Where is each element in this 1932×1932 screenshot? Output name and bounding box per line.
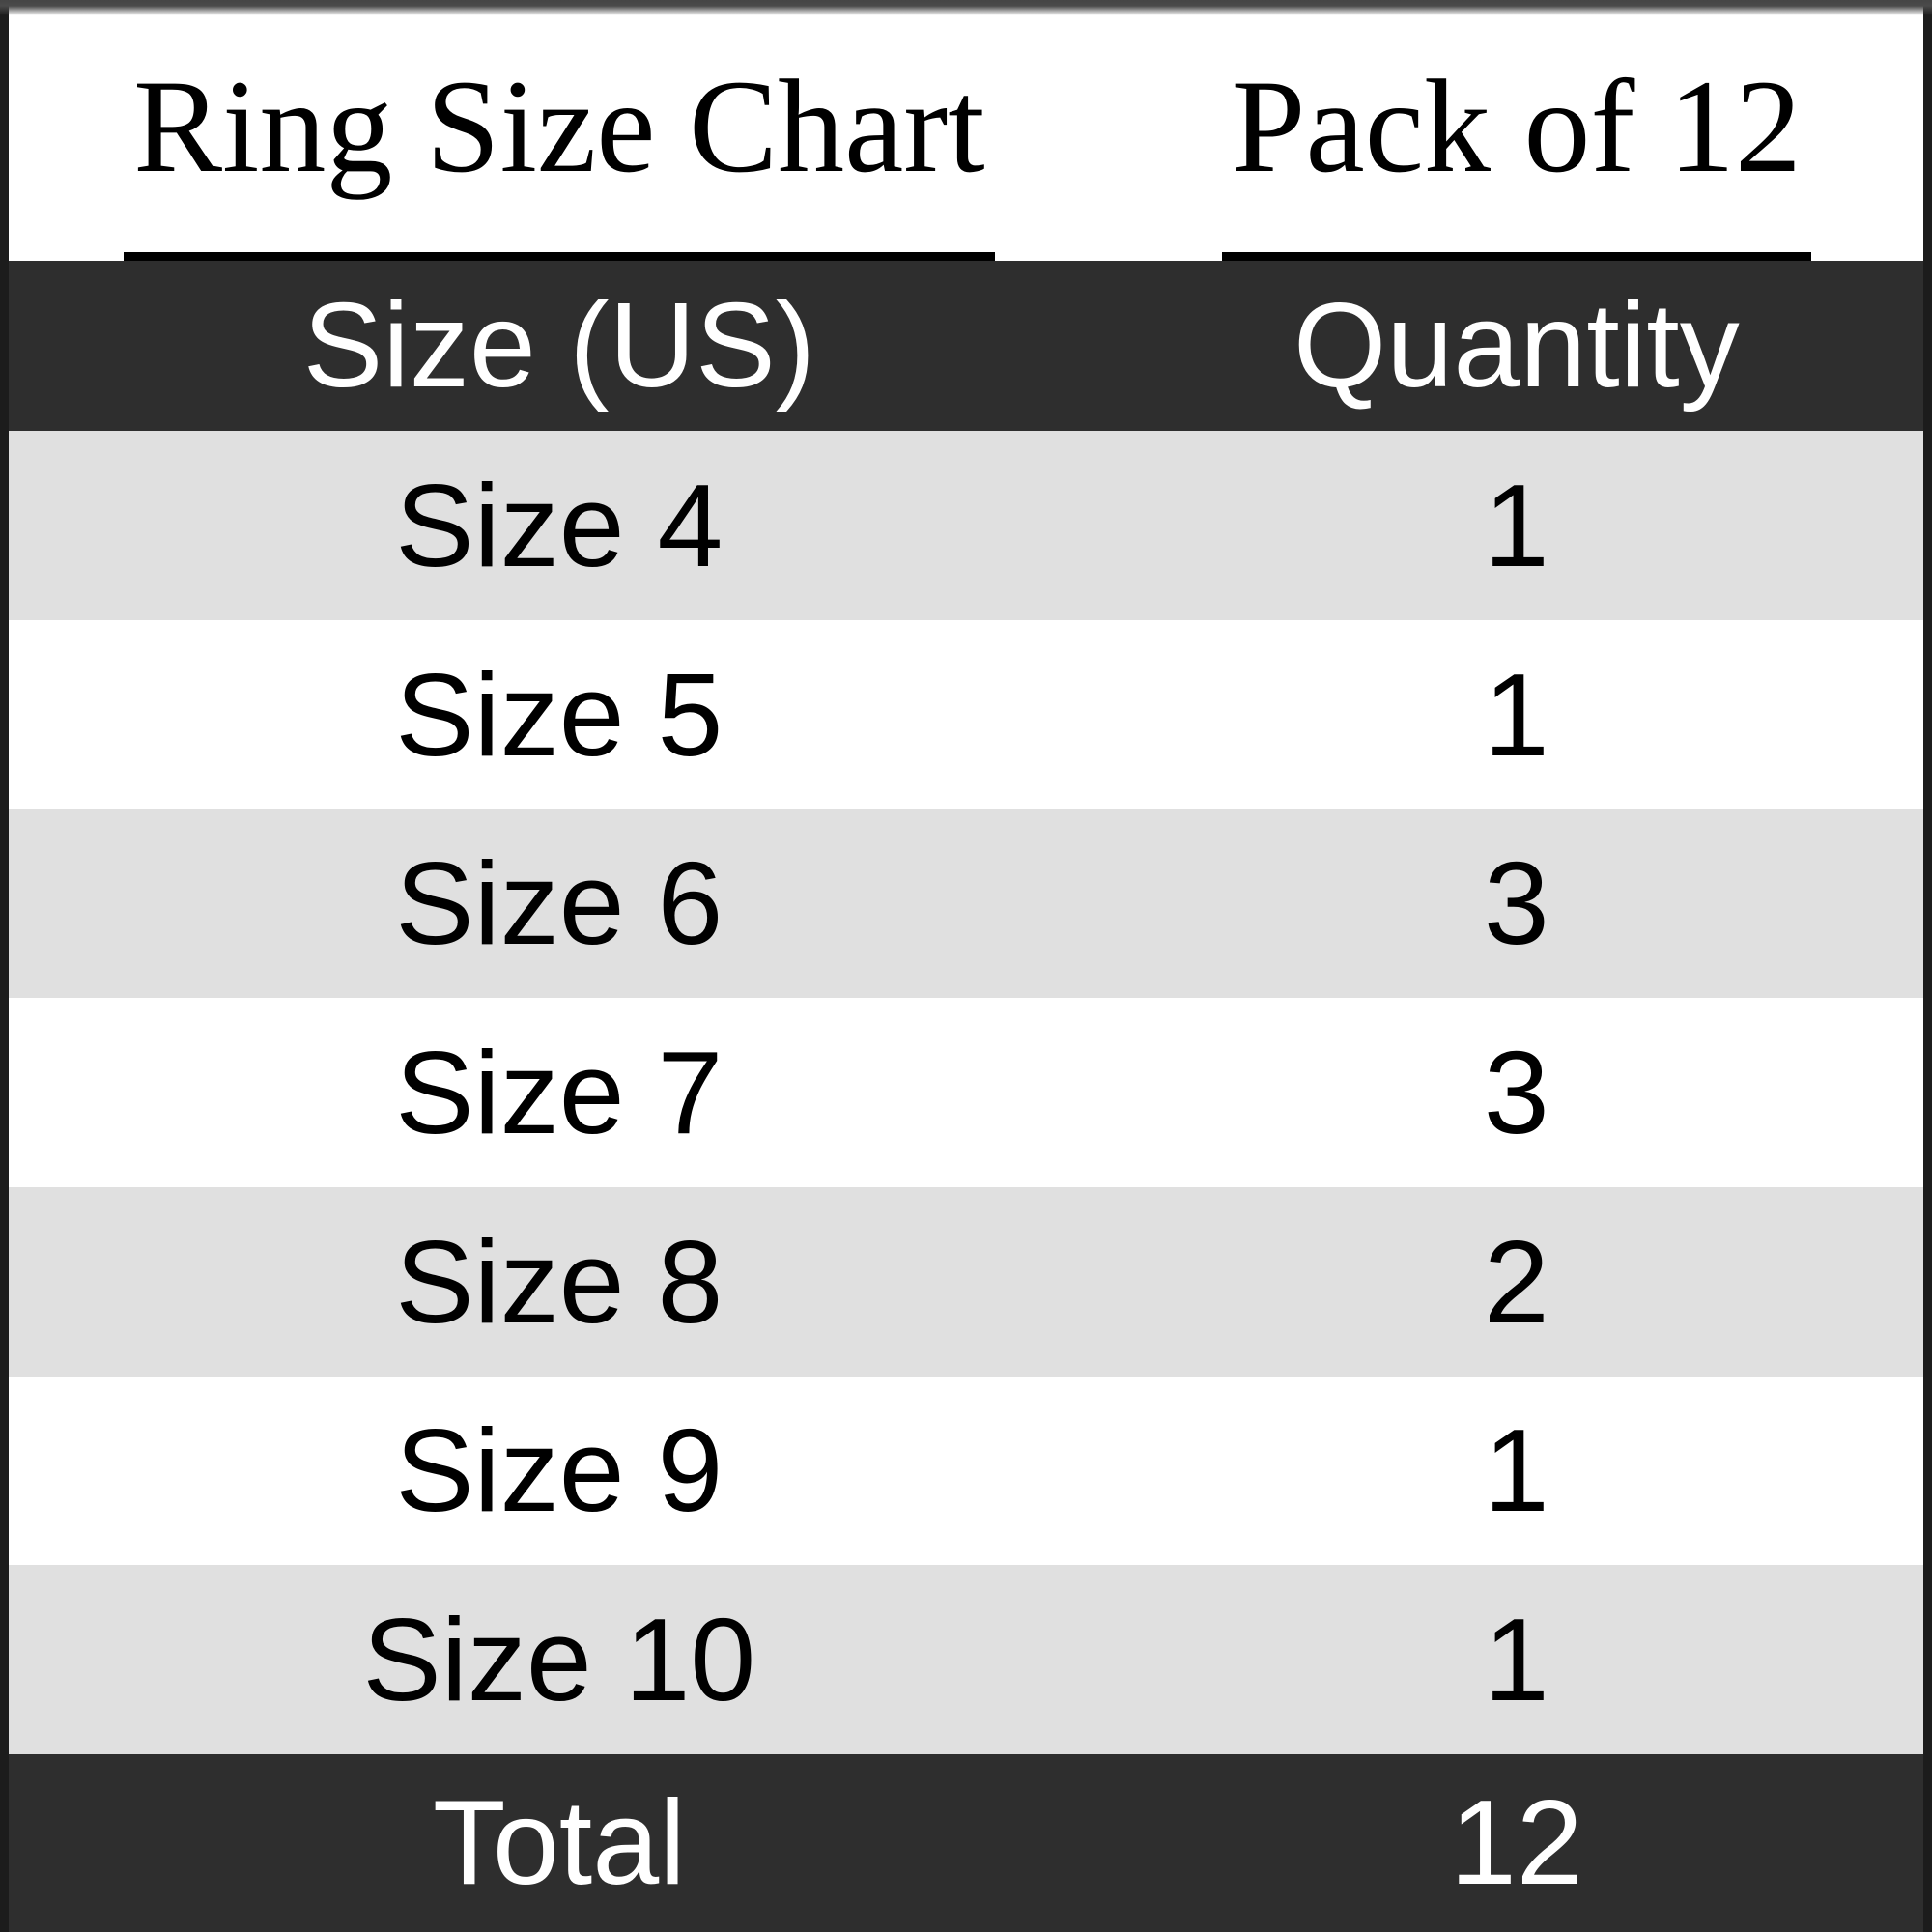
size-cell: Size 7 [395,1027,724,1159]
table-row: Size 5 1 [9,619,1923,810]
total-label: Total [432,1776,686,1910]
quantity-cell: 3 [1483,1027,1549,1159]
size-cell: Size 4 [395,459,724,591]
size-column-header: Size (US) [302,279,816,412]
title-right-cell: Pack of 12 [1110,0,1923,261]
chart-canvas: Ring Size Chart Pack of 12 Size (US) Qua… [9,0,1923,1932]
quantity-cell: 1 [1483,1405,1549,1537]
size-cell: Size 6 [395,838,724,970]
quantity-cell: 1 [1483,1594,1549,1726]
table-header-row: Size (US) Quantity [9,261,1923,431]
size-cell: Size 5 [395,648,724,781]
top-edge-shadow [0,0,1932,15]
pack-subtitle: Pack of 12 [1221,60,1811,261]
table-row: Size 10 1 [9,1565,1923,1755]
table-total-row: Total 12 [9,1754,1923,1932]
title-band: Ring Size Chart Pack of 12 [9,0,1923,261]
size-cell: Size 10 [362,1594,756,1726]
table-row: Size 4 1 [9,431,1923,620]
title-left-cell: Ring Size Chart [9,0,1110,261]
table-row: Size 6 3 [9,809,1923,999]
quantity-cell: 2 [1483,1215,1549,1348]
total-quantity: 12 [1449,1776,1583,1910]
table-body: Size 4 1 Size 5 1 Size 6 3 Size 7 3 Size… [9,431,1923,1755]
size-cell: Size 8 [395,1215,724,1348]
size-cell: Size 9 [395,1405,724,1537]
quantity-column-header: Quantity [1293,279,1740,412]
table-row: Size 7 3 [9,998,1923,1187]
table-row: Size 8 2 [9,1186,1923,1377]
chart-title: Ring Size Chart [124,60,995,261]
quantity-cell: 1 [1483,648,1549,781]
quantity-cell: 3 [1483,838,1549,970]
quantity-cell: 1 [1483,459,1549,591]
table-row: Size 9 1 [9,1376,1923,1566]
